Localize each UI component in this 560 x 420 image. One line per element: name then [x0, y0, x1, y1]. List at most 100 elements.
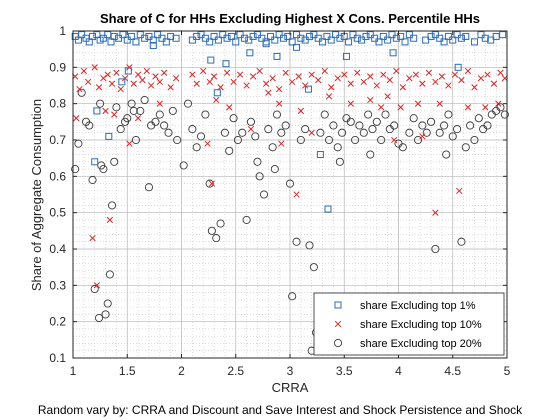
data-point-circle	[316, 128, 325, 137]
data-point-x	[297, 107, 305, 115]
data-point-square	[275, 31, 283, 39]
data-point-circle	[238, 128, 247, 137]
data-point-square	[389, 49, 397, 57]
data-point-square	[336, 34, 344, 42]
data-point-circle	[281, 121, 290, 130]
data-point-circle	[151, 117, 160, 126]
data-point-square	[431, 31, 439, 39]
data-point-square	[132, 38, 140, 46]
data-point-x	[482, 104, 489, 111]
data-point-circle	[229, 114, 238, 123]
data-point-square	[162, 38, 170, 46]
data-point-x	[167, 84, 174, 91]
data-point-x	[130, 80, 137, 87]
data-point-square	[141, 34, 149, 42]
data-point-circle	[233, 135, 242, 145]
data-point-x	[230, 78, 237, 86]
data-point-circle	[338, 128, 347, 137]
data-point-x	[200, 67, 207, 75]
data-point-x	[275, 100, 283, 107]
data-point-square	[266, 32, 274, 40]
data-point-x	[458, 76, 465, 84]
data-point-circle	[205, 179, 214, 188]
data-points	[71, 31, 509, 355]
data-point-square	[118, 78, 126, 86]
data-point-x	[308, 71, 315, 78]
data-point-x	[412, 71, 420, 78]
data-point-x	[334, 75, 341, 82]
data-point-square	[379, 32, 387, 40]
data-point-circle	[355, 121, 364, 130]
data-point-square	[457, 34, 465, 42]
data-point-square	[288, 38, 296, 46]
data-point-square	[481, 34, 489, 42]
data-point-x	[341, 71, 348, 78]
x-axis-label: CRRA	[272, 380, 309, 395]
y-tick-label: 0.1	[49, 351, 66, 365]
legend: share Excluding top 1% share Excluding to…	[313, 292, 505, 356]
data-point-square	[323, 32, 331, 40]
data-point-circle	[418, 121, 427, 130]
data-point-square	[293, 31, 301, 39]
data-point-x	[464, 67, 472, 75]
data-point-square	[449, 36, 457, 44]
data-point-square	[436, 34, 444, 42]
legend-box	[313, 292, 505, 356]
data-point-square	[301, 36, 309, 44]
data-point-circle	[268, 143, 277, 152]
data-point-circle	[123, 114, 132, 123]
data-point-x	[419, 80, 426, 87]
data-point-x	[484, 71, 491, 78]
data-point-x	[89, 234, 96, 242]
data-point-circle	[88, 175, 97, 185]
data-point-x	[160, 69, 168, 76]
data-point-square	[293, 43, 301, 51]
data-point-circle	[164, 128, 173, 137]
data-point-circle	[103, 299, 112, 308]
data-point-square	[487, 36, 495, 44]
data-point-square	[401, 38, 409, 46]
data-point-circle	[496, 103, 505, 112]
data-point-square	[214, 36, 222, 44]
data-point-x	[91, 64, 98, 71]
data-point-circle	[444, 110, 453, 119]
data-point-circle	[108, 201, 117, 210]
y-tick-label: 0.4	[49, 242, 66, 256]
data-point-circle	[155, 110, 164, 119]
data-point-circle	[422, 128, 431, 137]
data-point-x	[210, 73, 218, 80]
data-point-circle	[292, 237, 301, 246]
data-point-circle	[136, 106, 145, 115]
data-point-square	[124, 67, 132, 75]
data-point-circle	[168, 106, 177, 115]
data-point-x	[282, 69, 289, 76]
data-point-x	[172, 75, 180, 82]
data-point-square	[188, 36, 196, 44]
data-point-x	[262, 80, 270, 87]
data-point-square	[197, 31, 205, 39]
data-point-circle	[242, 215, 251, 224]
data-point-square	[78, 31, 86, 39]
data-point-circle	[426, 117, 436, 126]
data-point-x	[113, 69, 120, 76]
x-tick-label: 4	[395, 364, 402, 378]
data-point-circle	[333, 143, 342, 152]
data-point-square	[249, 32, 257, 40]
y-tick-label: 0.9	[49, 60, 66, 74]
data-point-x	[495, 100, 502, 107]
data-point-square	[366, 31, 374, 39]
data-point-circle	[74, 139, 83, 148]
data-point-x	[406, 75, 413, 82]
data-point-x	[445, 82, 452, 89]
data-point-circle	[500, 110, 509, 119]
data-point-x	[139, 76, 146, 84]
data-point-circle	[160, 121, 169, 130]
data-point-square	[304, 85, 312, 93]
data-point-x	[104, 71, 111, 78]
data-point-x	[451, 71, 459, 78]
data-point-circle	[225, 146, 234, 155]
x-tick-label: 1	[70, 364, 77, 378]
data-point-x	[265, 89, 272, 96]
data-point-x	[156, 100, 163, 107]
data-point-x	[217, 84, 224, 91]
